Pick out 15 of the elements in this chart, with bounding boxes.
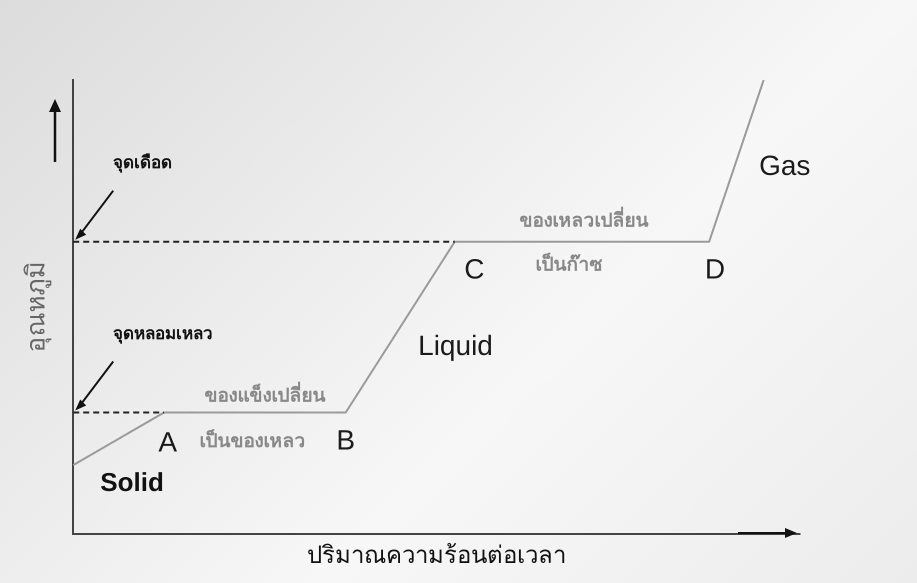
annotation: A xyxy=(158,426,178,458)
annotation: Solid xyxy=(100,466,164,497)
annotation: Liquid xyxy=(418,330,493,362)
annotation: ของเหลวเปลี่ยน xyxy=(520,206,649,232)
annotation: เป็นก๊าซ xyxy=(535,252,602,276)
y-axis-title: อุณหภูมิ xyxy=(21,262,52,353)
annotation: Gas xyxy=(759,150,810,181)
ref-line-label: จุดหลอมเหลว xyxy=(113,324,214,344)
annotation: ของแข็งเปลี่ยน xyxy=(204,382,326,407)
annotation: เป็นของเหลว xyxy=(200,428,306,452)
annotation: C xyxy=(464,253,485,284)
ref-line-label: จุดเดือด xyxy=(113,152,172,174)
annotation: D xyxy=(704,253,726,284)
x-axis-title: ปริมาณความร้อนต่อเวลา xyxy=(307,540,566,569)
annotation: B xyxy=(336,424,356,456)
